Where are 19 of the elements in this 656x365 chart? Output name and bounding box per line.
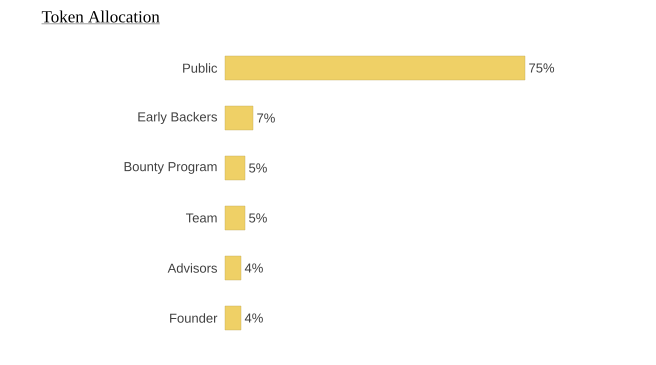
y-tick-label: Bounty Program <box>124 162 217 174</box>
bar <box>224 106 254 130</box>
bar <box>224 256 242 280</box>
bar <box>224 206 246 230</box>
y-tick-label: Founder <box>170 313 218 323</box>
bar <box>224 56 526 80</box>
data-label: 75% <box>529 63 554 73</box>
bar <box>224 306 242 330</box>
data-label: 5% <box>249 213 267 223</box>
y-tick-label: Early Backers <box>138 112 217 124</box>
y-tick-label: Public <box>183 63 218 73</box>
chart-title: Token Allocation <box>42 10 160 22</box>
bar <box>224 156 246 180</box>
data-label: 4% <box>244 313 263 323</box>
data-label: 4% <box>244 263 263 273</box>
data-label: 5% <box>249 163 267 173</box>
y-tick-label: Advisors <box>168 263 217 273</box>
data-label: 7% <box>257 113 275 123</box>
y-tick-label: Team <box>186 213 217 223</box>
